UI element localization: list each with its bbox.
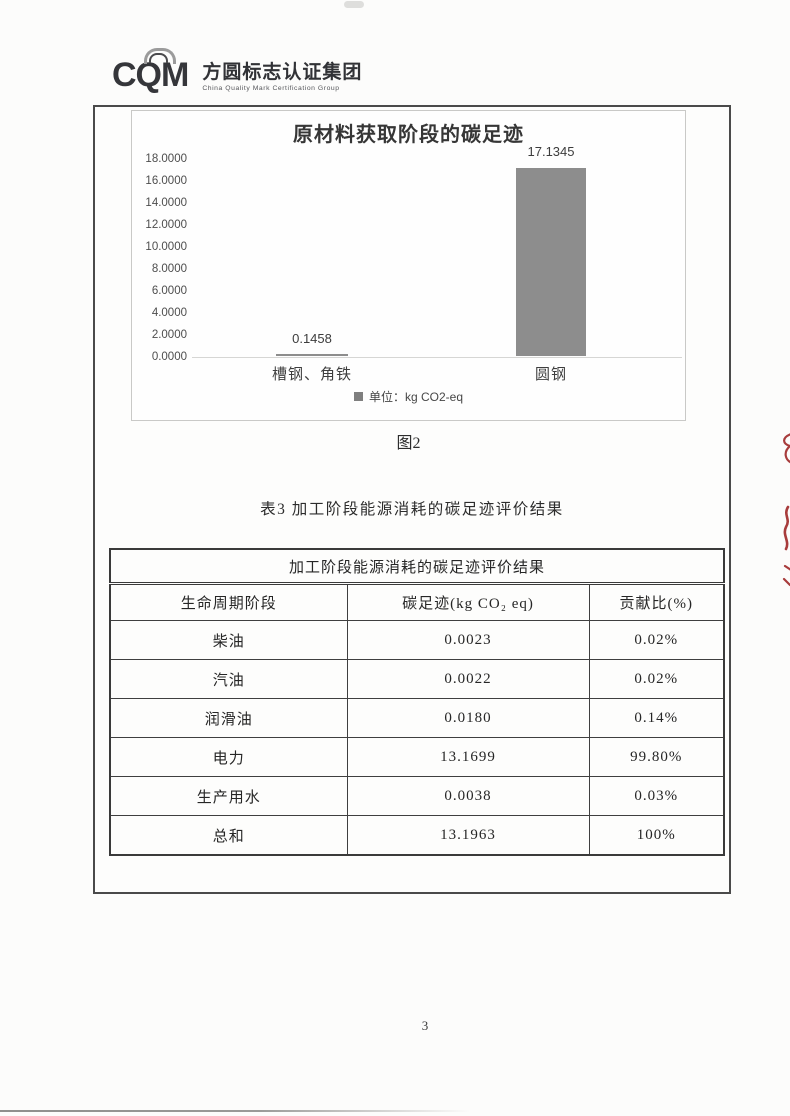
y-axis-tick-label: 0.0000 — [151, 351, 187, 363]
table-cell: 0.0023 — [346, 620, 590, 660]
table-cell: 13.1699 — [346, 737, 590, 777]
table-cell: 13.1963 — [346, 815, 590, 856]
table-cell: 电力 — [109, 737, 348, 777]
table-row: 生产用水 0.0038 0.03% — [109, 776, 725, 816]
legend-label: 单位：kg CO2-eq — [368, 390, 464, 404]
logo-wordmark: 方圆标志认证集团 China Quality Mark Certificatio… — [202, 51, 362, 92]
y-axis-tick-label: 8.0000 — [151, 263, 187, 275]
bar-value-label: 0.1458 — [292, 331, 332, 346]
chart-title: 原材料获取阶段的碳足迹 — [293, 124, 524, 146]
table-cell: 0.14% — [588, 698, 725, 738]
table-column-header-row: 生命周期阶段 碳足迹(kg CO₂ eq) 贡献比(%) — [109, 583, 725, 621]
company-name-zh: 方圆标志认证集团 — [202, 61, 363, 83]
x-axis-baseline — [192, 357, 682, 358]
table-cell: 99.80% — [588, 737, 725, 777]
y-axis-tick-label: 2.0000 — [151, 329, 187, 341]
x-axis-category-label: 槽钢、角铁 — [271, 366, 352, 383]
cqm-acronym: CQM — [112, 48, 189, 92]
table-cell: 润滑油 — [109, 698, 348, 738]
table-cell: 0.0180 — [346, 698, 590, 738]
table-merged-header-row: 加工阶段能源消耗的碳足迹评价结果 — [109, 548, 725, 585]
table-cell: 总和 — [109, 815, 348, 856]
table-merged-header: 加工阶段能源消耗的碳足迹评价结果 — [109, 548, 725, 585]
table-cell: 0.02% — [588, 620, 725, 660]
chart-legend: 单位：kg CO2-eq — [132, 388, 685, 405]
table-cell: 0.0038 — [346, 776, 590, 816]
column-header: 生命周期阶段 — [109, 583, 348, 621]
bar-channel-angle-steel — [276, 354, 348, 356]
red-edge-mark-icon — [782, 564, 790, 587]
table-cell: 0.03% — [588, 776, 725, 816]
y-axis-tick-label: 12.0000 — [145, 219, 187, 231]
table-row: 总和 13.1963 100% — [109, 815, 725, 856]
y-axis-tick-label: 4.0000 — [151, 307, 187, 319]
y-axis-tick-label: 16.0000 — [145, 175, 187, 187]
table-cell: 100% — [588, 815, 725, 856]
scan-edge-line — [0, 1110, 470, 1112]
y-axis-tick-label: 6.0000 — [151, 285, 187, 297]
figure-caption: 图2 — [396, 435, 421, 452]
table-row: 电力 13.1699 99.80% — [109, 737, 725, 777]
bar-round-steel — [516, 168, 586, 356]
table-cell: 生产用水 — [109, 776, 348, 816]
carbon-footprint-bar-chart: 原材料获取阶段的碳足迹 18.0000 16.0000 14.0000 12.0… — [131, 110, 686, 421]
table-cell: 0.0022 — [346, 659, 590, 699]
y-axis-tick-label: 10.0000 — [145, 241, 187, 253]
y-axis: 18.0000 16.0000 14.0000 12.0000 10.0000 … — [132, 111, 187, 420]
results-table: 加工阶段能源消耗的碳足迹评价结果 生命周期阶段 碳足迹(kg CO₂ eq) 贡… — [109, 548, 725, 856]
table-row: 汽油 0.0022 0.02% — [109, 659, 725, 699]
table-cell: 汽油 — [109, 659, 348, 699]
red-edge-mark-icon — [783, 505, 790, 551]
legend-swatch-icon — [353, 392, 363, 401]
bar-value-label: 17.1345 — [527, 144, 575, 159]
y-axis-tick-label: 18.0000 — [145, 153, 187, 165]
content-border-box: 原材料获取阶段的碳足迹 18.0000 16.0000 14.0000 12.0… — [93, 105, 731, 894]
page-number: 3 — [421, 1018, 429, 1033]
logo-arc-icon — [144, 48, 176, 64]
red-edge-mark-icon — [783, 433, 790, 464]
logo-arc-inner-icon — [149, 53, 168, 63]
company-name-en: China Quality Mark Certification Group — [202, 84, 340, 92]
y-axis-tick-label: 14.0000 — [145, 197, 187, 209]
table-cell: 0.02% — [588, 659, 725, 699]
x-axis-category-label: 圆钢 — [534, 366, 567, 383]
table-row: 润滑油 0.0180 0.14% — [109, 698, 725, 738]
scan-smudge — [344, 1, 364, 8]
column-header: 贡献比(%) — [588, 583, 725, 621]
table-row: 柴油 0.0023 0.02% — [109, 620, 725, 660]
table-caption: 表3 加工阶段能源消耗的碳足迹评价结果 — [260, 501, 564, 518]
table-cell: 柴油 — [109, 620, 348, 660]
cqm-logo: CQM 方圆标志认证集团 China Quality Mark Certific… — [112, 48, 362, 92]
column-header: 碳足迹(kg CO₂ eq) — [346, 583, 590, 621]
